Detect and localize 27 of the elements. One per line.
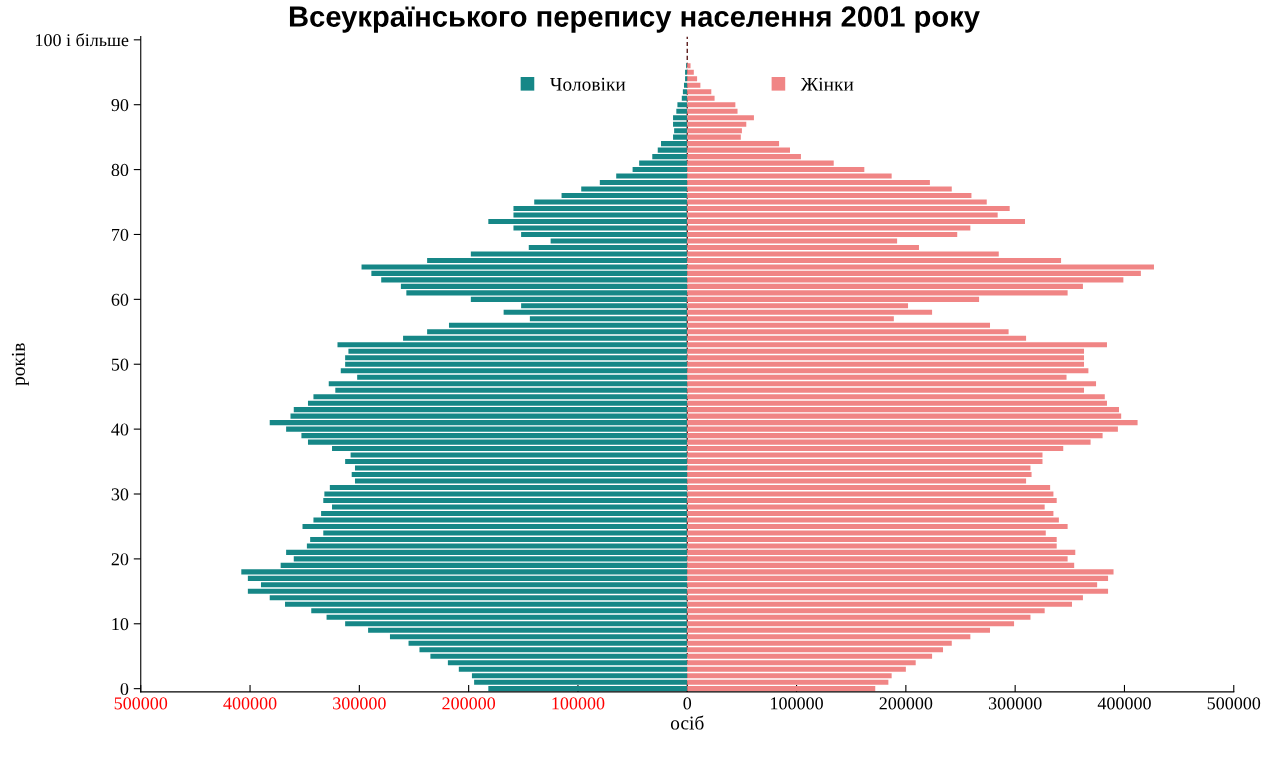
x-tick-label: 400000 (1097, 697, 1151, 710)
y-tick-label: 90 (111, 98, 129, 112)
y-tick-label: 50 (111, 358, 129, 371)
y-tick-label: 30 (111, 488, 129, 501)
x-axis-title: осіб (670, 715, 704, 730)
y-tick-label: 20 (111, 553, 129, 566)
x-tick-label: 300000 (333, 697, 386, 710)
x-tick-label: 200000 (879, 697, 933, 710)
x-tick-label: 400000 (223, 697, 277, 710)
chart-title: Всеукраїнського перепису населення 2001 року (289, 6, 980, 33)
legend-label: Чоловіки (550, 77, 626, 91)
x-tick-label: 500000 (114, 697, 168, 710)
y-tick-label: 60 (111, 293, 129, 306)
y-tick-label: 10 (112, 618, 129, 631)
y-axis-title: років (11, 343, 29, 386)
x-tick-label: 200000 (442, 697, 496, 710)
legend-label: Жінки (800, 77, 854, 91)
y-tick-label: 40 (111, 423, 129, 436)
x-tick-label: 100000 (552, 697, 605, 710)
y-tick-label: 100 і більше (36, 33, 129, 47)
x-tick-label: 0 (683, 697, 692, 710)
x-tick-label: 300000 (988, 697, 1042, 710)
x-tick-label: 100000 (771, 697, 823, 710)
x-tick-label: 500000 (1207, 697, 1261, 710)
y-tick-label: 80 (111, 163, 129, 177)
y-tick-label: 0 (120, 682, 129, 696)
y-tick-label: 70 (112, 228, 129, 241)
